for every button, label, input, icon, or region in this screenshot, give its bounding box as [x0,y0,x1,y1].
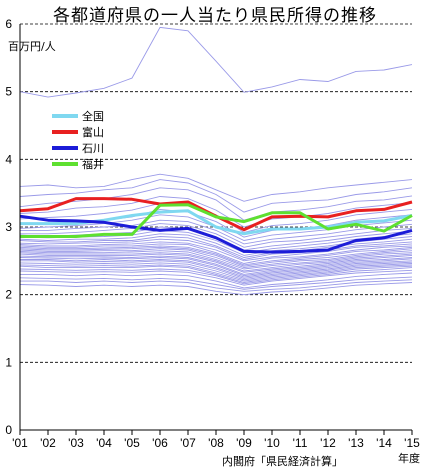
prefecture-line [20,259,413,278]
prefecture-line [19,255,413,275]
prefecture-line [19,262,413,281]
y-tick-label: 2 [5,288,12,302]
x-tick-label: '01 [12,436,28,450]
prefecture-line [19,179,413,213]
prefecture-line [20,272,413,289]
prefecture-line [19,253,413,273]
prefecture-line [20,223,413,248]
x-tick-label: '13 [348,436,364,450]
prefecture-line [19,265,413,283]
x-tick-label: '04 [96,436,112,450]
chart-title: 各都道府県の一人当たり県民所得の推移 [53,6,377,26]
x-tick-label: '02 [40,436,56,450]
x-tick-label: '12 [320,436,336,450]
prefecture-line [19,173,413,202]
prefecture-line [19,267,413,285]
prefecture-line [19,245,413,266]
prefecture-line [19,241,413,262]
prefecture-line [19,26,413,98]
x-unit-label: 年度 [398,451,420,465]
series-line-福井 [20,203,413,238]
x-tick-label: '07 [180,436,196,450]
source-note: 内閣府「県民経済計算」 [222,454,343,468]
y-tick-label: 4 [5,152,12,166]
prefecture-line [19,250,413,270]
prefecture-line [19,276,413,290]
y-tick-label: 1 [5,355,12,369]
prefecture-line [19,264,413,282]
x-tick-label: '05 [124,436,140,450]
prefecture-line [20,219,413,245]
prefecture-line [20,279,413,292]
x-tick-label: '08 [208,436,224,450]
prefecture-line [19,252,413,272]
prefecture-line [19,196,413,228]
prefecture-line [19,257,413,277]
x-tick-label: '15 [404,436,420,450]
prefecture-line [19,246,413,267]
legend-label: 富山 [82,125,104,139]
legend-label: 福井 [82,157,104,171]
prefecture-line [19,269,413,286]
x-tick-label: '14 [376,436,392,450]
y-tick-label: 5 [5,85,12,99]
legend-label: 石川 [82,142,104,155]
prefecture-lines [19,26,413,296]
prefecture-line [19,238,413,260]
y-tick-label: 3 [5,220,12,234]
axes: 0 1 2 3 4 5 6 '01 '02 '03 '04 '05 '06 '07 '08 '09 '10 '11… [5,17,420,450]
x-tick-label: '03 [68,436,84,450]
prefecture-line [19,187,413,221]
y-unit-label: 百万円/人 [8,40,56,53]
x-tick-label: '10 [264,436,280,450]
y-tick-label: 6 [5,17,12,31]
highlighted-series [19,197,413,254]
x-tick-label: '09 [236,436,252,450]
x-tick-label: '06 [152,436,168,450]
legend-label: 全国 [82,109,104,123]
y-tick-label: 0 [5,423,12,437]
prefecture-line [20,260,413,279]
prefecture-line [19,282,413,296]
prefecture-line [19,248,413,269]
prefecture-line [19,243,413,264]
x-tick-label: '11 [293,436,308,450]
series-line-石川 [19,214,413,254]
